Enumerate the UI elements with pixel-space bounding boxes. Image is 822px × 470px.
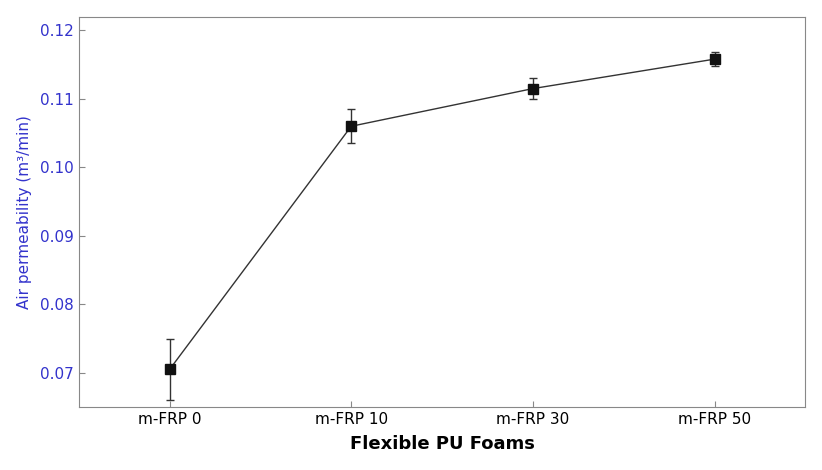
- X-axis label: Flexible PU Foams: Flexible PU Foams: [349, 435, 534, 454]
- Y-axis label: Air permeability (m³/min): Air permeability (m³/min): [16, 115, 32, 309]
